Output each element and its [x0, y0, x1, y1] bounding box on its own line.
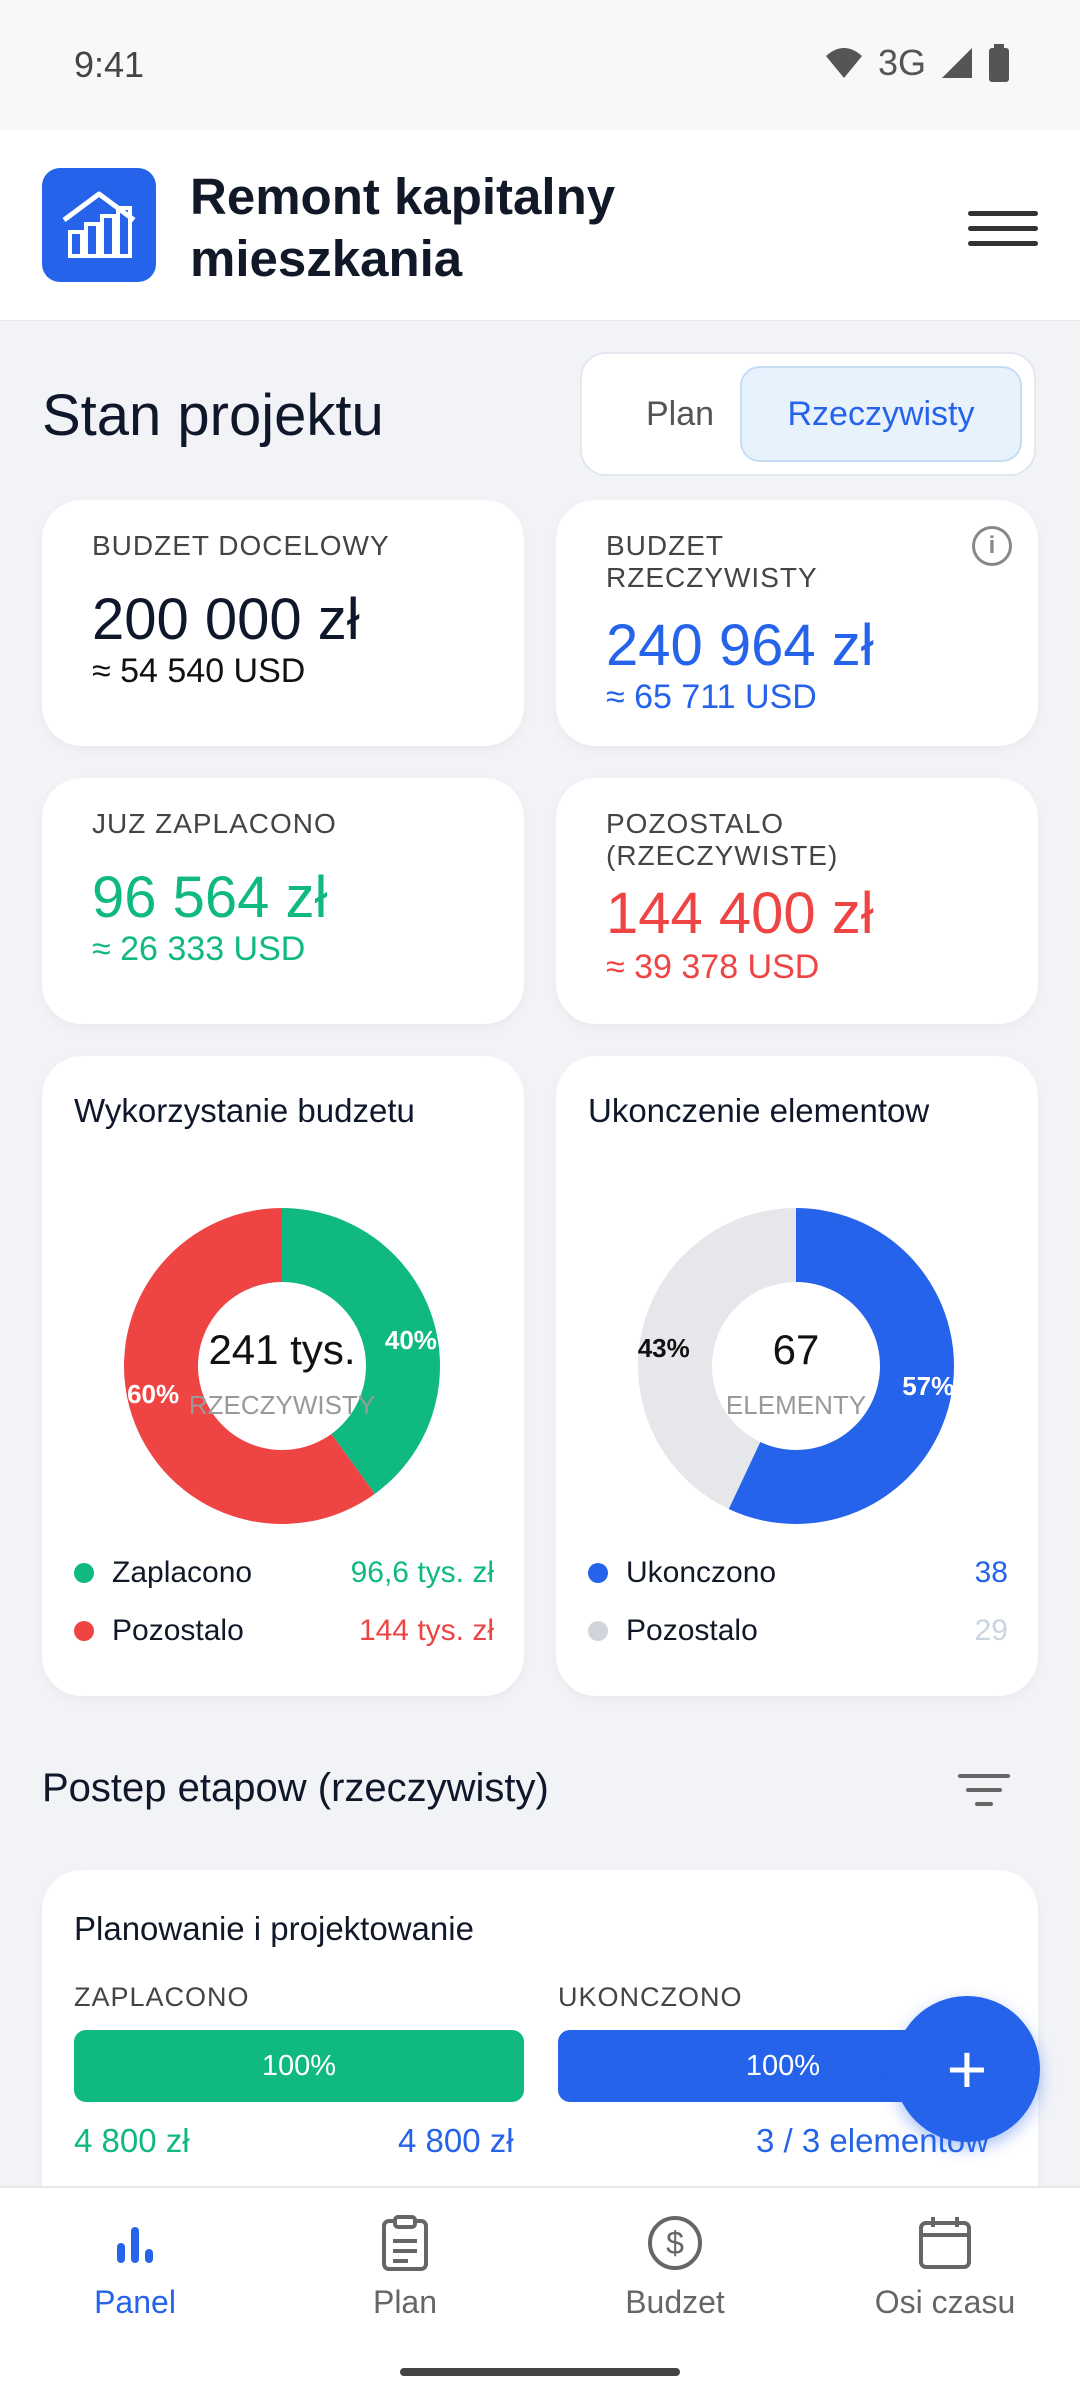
legend-dot: [588, 1563, 608, 1583]
app-title: Remont kapitalny mieszkania: [190, 168, 616, 287]
legend-label: Ukonczono: [626, 1556, 777, 1589]
donut-slice-pozostalo: [638, 1208, 796, 1509]
nav-plan[interactable]: Plan: [270, 2208, 540, 2321]
status-bar: 9:41 3G: [0, 0, 1080, 130]
page-title: Stan projektu: [42, 383, 384, 448]
calendar-icon: [810, 2208, 1080, 2278]
actual-budget-card: BUDZET RZECZYWISTY i 240 964 zł ≈ 65 711…: [556, 500, 1038, 746]
nav-label: Plan: [372, 2284, 438, 2320]
stat-label: JUZ ZAPLACONO: [92, 808, 337, 839]
network-type: 3G: [877, 42, 926, 83]
budget-donut-chart: 40% 60% 241 tys. RZECZYWISTY: [123, 1208, 440, 1524]
elements-donut-chart: 57% 43% 67 ELEMENTY: [638, 1208, 954, 1524]
donut-slice-pozostalo: [123, 1208, 375, 1524]
target-budget-card: BUDZET DOCELOWY 200 000 zł ≈ 54 540 USD: [42, 500, 524, 746]
app-bar: Remont kapitalny mieszkania: [0, 130, 1080, 321]
status-icons: 3G: [824, 42, 1010, 84]
legend-value: 38: [974, 1556, 1008, 1589]
add-button[interactable]: +: [894, 1996, 1040, 2142]
donut-slice-ukonczono: [728, 1208, 954, 1524]
filter-line: [975, 1802, 993, 1806]
legend-label: Pozostalo: [112, 1614, 244, 1647]
nav-budget[interactable]: $ Budzet: [540, 2208, 810, 2321]
legend-label: Zaplacono: [112, 1556, 253, 1589]
stat-label: POZOSTALO (RZECZYWISTE): [606, 808, 839, 871]
budget-usage-chart-card: Wykorzystanie budzetu 40% 60% 241 tys. RZEC…: [42, 1056, 524, 1696]
donut-value-label: 43%: [638, 1333, 690, 1363]
paid-label: ZAPLACONO: [74, 1982, 250, 2012]
donut-value-label: 57%: [902, 1371, 954, 1401]
nav-timeline[interactable]: Osi czasu: [810, 2208, 1080, 2321]
donut-slice-zaplacono: [282, 1208, 440, 1494]
menu-button[interactable]: [968, 198, 1038, 258]
paid-card: JUZ ZAPLACONO 96 564 zł ≈ 26 333 USD: [42, 778, 524, 1024]
battery-icon: [989, 44, 1009, 82]
info-icon[interactable]: i: [972, 526, 1012, 566]
nav-panel[interactable]: Panel: [0, 2208, 270, 2321]
legend-item: Pozostalo 29: [588, 1614, 1008, 1648]
legend-dot: [74, 1621, 94, 1641]
legend-label: Pozostalo: [626, 1614, 758, 1647]
remaining-card: POZOSTALO (RZECZYWISTE) 144 400 zł ≈ 39 …: [556, 778, 1038, 1024]
nav-label: Panel: [94, 2284, 176, 2320]
legend-item: Pozostalo 144 tys. zł: [74, 1614, 494, 1648]
donut-center-value: 241 tys.: [208, 1326, 355, 1373]
legend-item: Zaplacono 96,6 tys. zł: [74, 1556, 494, 1590]
legend-value: 144 tys. zł: [358, 1614, 494, 1647]
bar-chart-icon: [0, 2208, 270, 2278]
dollar-circle-icon: $: [540, 2208, 810, 2278]
stage-title: Planowanie i projektowanie: [74, 1910, 474, 1947]
legend-dot: [74, 1563, 94, 1583]
legend-value: 96,6 tys. zł: [350, 1556, 494, 1589]
stat-usd: ≈ 39 378 USD: [606, 948, 820, 986]
stat-value: 240 964 zł: [606, 613, 874, 678]
donut-center-label: RZECZYWISTY: [189, 1390, 375, 1420]
home-indicator: [400, 2368, 680, 2376]
toggle-actual[interactable]: Rzeczywisty: [740, 366, 1022, 462]
legend-value: 29: [974, 1614, 1008, 1647]
plan-actual-toggle: Plan Rzeczywisty: [580, 352, 1036, 476]
stat-usd: ≈ 65 711 USD: [606, 678, 817, 716]
legend-item: Ukonczono 38: [588, 1556, 1008, 1590]
stat-value: 144 400 zł: [606, 881, 874, 946]
chart-title: Ukonczenie elementow: [588, 1092, 930, 1129]
signal-icon: [942, 48, 972, 78]
done-label: UKONCZONO: [558, 1982, 743, 2012]
donut-center-value: 67: [773, 1326, 820, 1373]
logo-graphic: [62, 191, 136, 258]
bottom-nav: Panel Plan $ Budzet Osi czasu: [0, 2186, 1080, 2402]
donut-value-label: 40%: [385, 1325, 437, 1355]
paid-total: 4 800 zł: [398, 2122, 514, 2159]
svg-text:$: $: [666, 2225, 684, 2261]
donut-value-label: 60%: [127, 1379, 179, 1409]
stat-usd: ≈ 26 333 USD: [92, 930, 306, 968]
chart-title: Wykorzystanie budzetu: [74, 1092, 415, 1129]
filter-icon[interactable]: [958, 1774, 1010, 1814]
elements-completion-chart-card: Ukonczenie elementow 57% 43% 67 ELEMENTY Uk…: [556, 1056, 1038, 1696]
nav-label: Budzet: [625, 2284, 725, 2320]
toggle-plan[interactable]: Plan: [645, 394, 715, 433]
menu-line: [968, 210, 1038, 216]
stat-label: BUDZET DOCELOWY: [92, 530, 390, 561]
stat-usd: ≈ 54 540 USD: [92, 652, 306, 690]
stage-card[interactable]: Planowanie i projektowanie ZAPLACONO UKO…: [42, 1870, 1038, 2200]
legend-dot: [588, 1621, 608, 1641]
nav-label: Osi czasu: [874, 2284, 1016, 2320]
stat-value: 200 000 zł: [92, 587, 360, 652]
clipboard-icon: [270, 2208, 540, 2278]
stages-section-title: Postep etapow (rzeczywisty): [42, 1766, 549, 1810]
donut-center-label: ELEMENTY: [726, 1390, 866, 1420]
house-chart-logo-icon: [42, 168, 156, 282]
wifi-icon: [825, 48, 862, 78]
stat-label: BUDZET RZECZYWISTY: [606, 530, 818, 593]
status-time: 9:41: [74, 44, 145, 85]
paid-amount: 4 800 zł: [74, 2122, 190, 2159]
filter-line: [958, 1774, 1010, 1778]
paid-progress-bar: 100%: [74, 2030, 524, 2102]
filter-line: [966, 1788, 1002, 1792]
stat-value: 96 564 zł: [92, 865, 328, 930]
menu-line: [968, 225, 1038, 231]
menu-line: [968, 240, 1038, 246]
